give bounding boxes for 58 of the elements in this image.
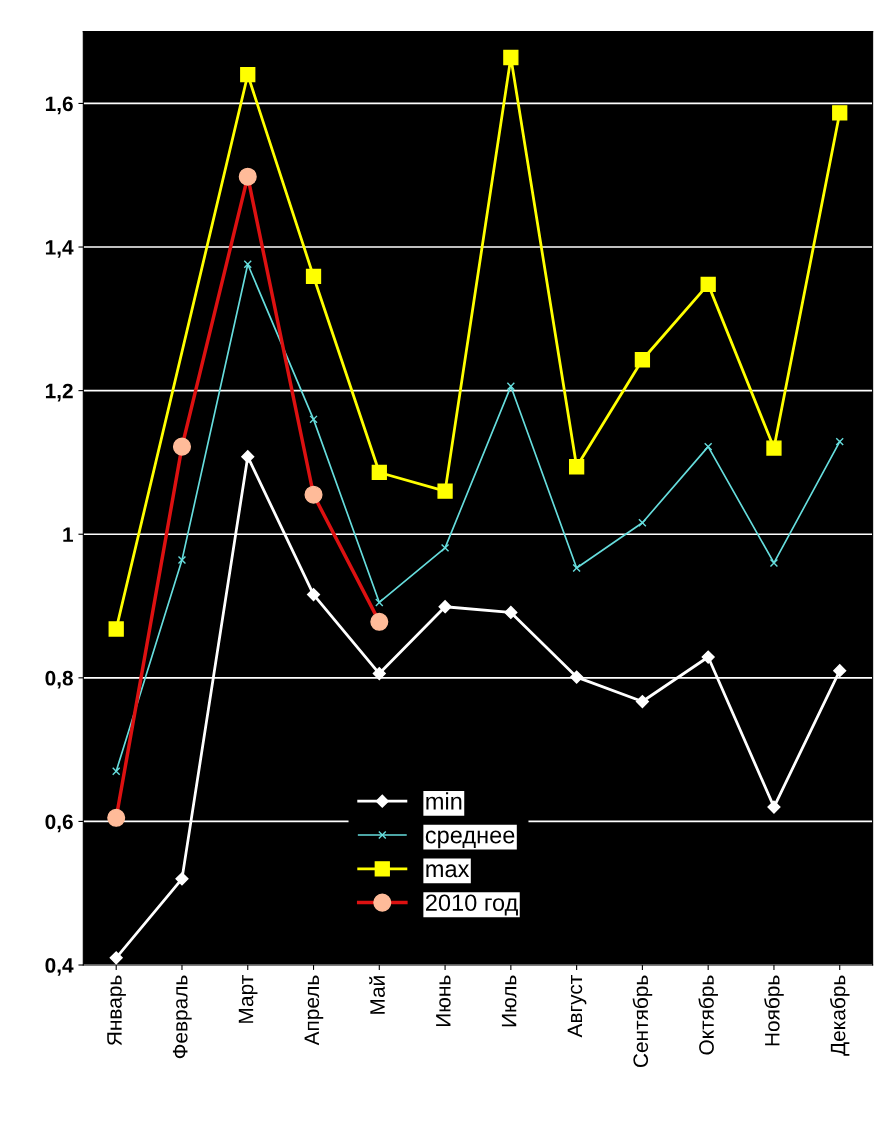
point <box>375 598 384 607</box>
x-tick-label: Февраль <box>172 975 192 1059</box>
point <box>177 555 187 565</box>
point <box>638 518 647 527</box>
point <box>305 268 322 285</box>
y-tick-label: 1 <box>63 527 74 542</box>
point <box>372 666 386 681</box>
y-tick-label: 1,2 <box>45 383 73 402</box>
x-tick-label: Июль <box>501 975 517 1027</box>
x-tick-label: Март <box>238 975 258 1023</box>
point <box>570 670 584 684</box>
point <box>371 464 387 481</box>
point <box>634 352 651 368</box>
x-tick-label: Октябрь <box>698 975 718 1055</box>
point <box>503 49 519 66</box>
point <box>766 440 782 456</box>
x-tick-label: Сентябрь <box>632 975 653 1068</box>
point <box>437 483 453 499</box>
point <box>767 800 781 814</box>
point <box>309 415 318 424</box>
point <box>438 600 452 614</box>
point <box>112 766 121 776</box>
point <box>175 872 189 886</box>
y-tick-label: 0,4 <box>45 958 74 976</box>
x-tick-label: Июнь <box>436 975 451 1026</box>
x-tick-label: Май <box>369 976 385 1014</box>
point <box>440 543 450 553</box>
point <box>243 260 252 269</box>
point <box>701 650 715 664</box>
point <box>241 450 255 464</box>
y-tick-label: 0,8 <box>45 670 73 689</box>
point <box>635 694 649 709</box>
y-tick-label: 1,6 <box>45 96 73 115</box>
legend-label: 2010 год <box>425 894 518 916</box>
point <box>240 67 256 83</box>
y-tick-label: 0,6 <box>45 814 73 833</box>
point <box>568 459 585 475</box>
point <box>769 558 779 568</box>
x-tick-label: Декабрь <box>829 975 850 1056</box>
point <box>109 951 123 965</box>
legend-label: max <box>426 864 470 878</box>
point <box>306 587 321 602</box>
point <box>832 105 848 121</box>
point <box>704 442 713 451</box>
point <box>108 621 124 637</box>
point <box>835 437 844 446</box>
point <box>833 664 847 678</box>
x-tick-label: Август <box>567 975 587 1038</box>
point <box>504 605 518 620</box>
x-tick-label: Январь <box>107 975 126 1046</box>
point <box>506 382 516 391</box>
x-tick-label: Апрель <box>304 975 324 1046</box>
x-tick-label: Ноябрь <box>764 975 784 1046</box>
point <box>572 563 581 573</box>
y-tick-label: 1,4 <box>45 240 74 258</box>
point <box>700 276 716 293</box>
legend-label: среднее <box>425 830 515 849</box>
legend-label: min <box>426 792 462 810</box>
